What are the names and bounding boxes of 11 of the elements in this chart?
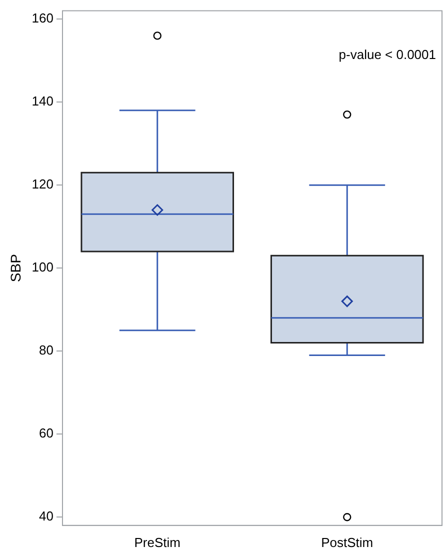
y-tick-label: 80 xyxy=(39,342,54,358)
y-axis-title: SBP xyxy=(7,254,24,282)
y-tick-label: 140 xyxy=(32,94,54,109)
y-tick-label: 100 xyxy=(32,260,54,275)
y-tick-label: 40 xyxy=(39,508,54,524)
y-tick-label: 60 xyxy=(39,426,54,441)
annotation: p-value < 0.0001 xyxy=(338,46,436,62)
y-tick-label: 120 xyxy=(32,176,54,192)
x-tick-label: PostStim xyxy=(321,534,374,550)
x-tick-label: PreStim xyxy=(134,534,180,550)
y-tick-label: 160 xyxy=(32,10,54,26)
